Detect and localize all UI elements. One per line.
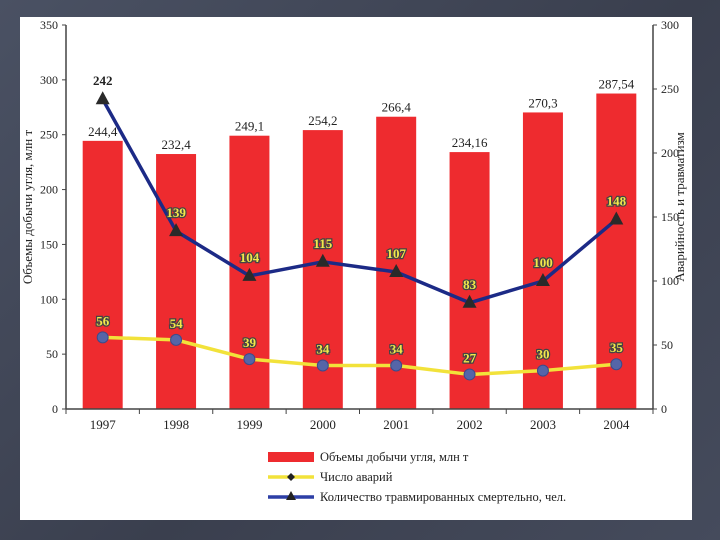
legend-label-accidents: Число аварий (320, 470, 393, 484)
accidents-value-label: 27 (463, 350, 477, 365)
fatalities-point (169, 223, 184, 237)
legend-label-fatalities: Количество травмированных смертельно, че… (320, 490, 566, 504)
bar-value-label: 232,4 (161, 137, 191, 152)
accidents-point (390, 359, 403, 372)
accidents-value-label: 54 (170, 316, 184, 331)
coal-production-chart: 0 50 100 150 200 250 300 350 0 50 100 150 200 250 300 1… (20, 18, 687, 504)
y2-tick-label: 50 (661, 338, 673, 352)
y-tick-label: 200 (40, 183, 58, 197)
bar-2004 (596, 93, 637, 410)
x-tick-label: 2004 (603, 417, 630, 432)
y-tick-label: 150 (40, 237, 58, 251)
bar-value-label: 234,16 (452, 135, 488, 150)
fatalities-value-label: 242 (93, 73, 113, 88)
x-tick-label: 2002 (457, 417, 483, 432)
bar-2003 (522, 112, 563, 409)
x-tick-label: 2003 (530, 417, 556, 432)
fatalities-value-label: 148 (607, 194, 627, 209)
y-tick-label: 100 (40, 292, 58, 306)
x-tick-label: 2000 (310, 417, 336, 432)
accidents-value-label: 30 (536, 347, 549, 362)
chart-panel: 0 50 100 150 200 250 300 350 0 50 100 150 200 250 300 1… (20, 17, 692, 520)
bar-value-label: 244,4 (88, 124, 118, 139)
fatalities-point (535, 273, 550, 286)
accidents-value-label: 34 (316, 341, 330, 356)
accidents-value-label: 56 (96, 313, 110, 328)
bar-2002 (449, 152, 490, 410)
accidents-value-label: 35 (610, 340, 624, 355)
data-labels-group: 244,4 232,4 249,1 254,2 266,4 234,16 270,3 287,… (88, 73, 635, 366)
bar-value-label: 287,54 (598, 77, 634, 92)
y-axis-label: Объемы добычи угля, млн т (20, 130, 35, 285)
y2-tick-label: 200 (661, 146, 679, 160)
fatalities-point (389, 264, 404, 278)
accidents-point (170, 333, 183, 346)
accidents-point (243, 353, 256, 366)
accidents-point (96, 331, 109, 344)
y2-tick-label: 300 (661, 18, 679, 32)
x-tick-label: 1999 (236, 417, 262, 432)
axes-group: 0 50 100 150 200 250 300 350 0 50 100 150 200 250 300 1… (40, 18, 679, 432)
accidents-point (463, 368, 476, 381)
legend-marker-fatalities (286, 491, 296, 500)
fatalities-value-label: 83 (463, 277, 477, 292)
y-tick-label: 250 (40, 128, 58, 142)
legend-label-bars: Объемы добычи угля, млн т (320, 450, 469, 464)
y2-tick-label: 0 (661, 402, 667, 416)
bar-1998 (156, 154, 197, 409)
y2-tick-label: 100 (661, 274, 679, 288)
legend: Объемы добычи угля, млн т Число аварий Кол… (268, 450, 566, 504)
bar-value-label: 270,3 (528, 95, 557, 110)
x-tick-label: 2001 (383, 417, 409, 432)
accidents-line (100, 335, 619, 377)
bar-value-label: 266,4 (382, 100, 412, 115)
accidents-point (610, 358, 623, 371)
x-tick-label: 1997 (90, 417, 117, 432)
fatalities-value-label: 139 (166, 205, 186, 220)
bar-value-label: 249,1 (235, 119, 264, 134)
y-tick-label: 300 (40, 73, 58, 87)
y2-axis-label: Аварийность и травматизм (672, 132, 687, 282)
legend-swatch-bars (268, 452, 314, 462)
x-tick-label: 1998 (163, 417, 189, 432)
y2-tick-label: 150 (661, 210, 679, 224)
legend-marker-accidents (287, 473, 295, 481)
accidents-value-label: 39 (243, 335, 257, 350)
fatalities-value-label: 115 (313, 236, 332, 251)
fatalities-line (100, 97, 619, 305)
fatalities-point (95, 91, 110, 105)
fatalities-value-label: 107 (386, 246, 406, 261)
y-tick-label: 50 (46, 347, 58, 361)
fatalities-point (609, 211, 624, 225)
bar-value-label: 254,2 (308, 113, 337, 128)
accidents-point (316, 359, 329, 372)
fatalities-point (462, 294, 477, 308)
y-tick-label: 350 (40, 18, 58, 32)
accidents-value-label: 34 (390, 341, 404, 356)
line-series-group (95, 91, 624, 381)
bar-1997 (82, 140, 123, 409)
fatalities-value-label: 100 (533, 255, 553, 270)
accidents-point (536, 364, 549, 377)
y-tick-label: 0 (52, 402, 58, 416)
fatalities-point (242, 267, 257, 281)
y2-tick-label: 250 (661, 82, 679, 96)
fatalities-value-label: 104 (240, 250, 260, 265)
fatalities-point (315, 253, 330, 267)
